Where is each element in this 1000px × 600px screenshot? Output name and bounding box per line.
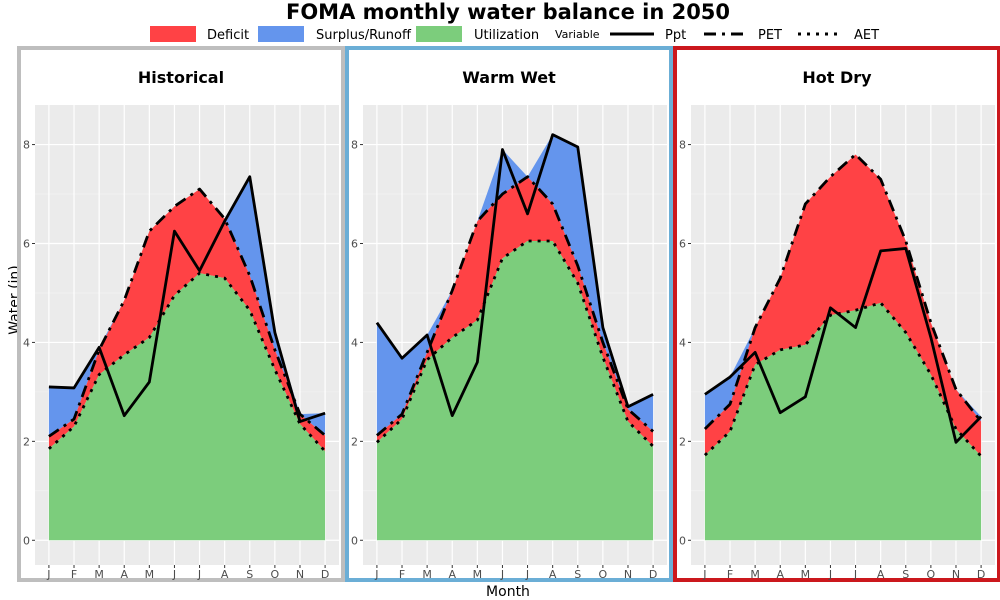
- x-tick-label: M: [94, 568, 104, 581]
- x-tick-label: M: [801, 568, 811, 581]
- x-tick-label: J: [46, 568, 50, 581]
- y-tick-label: 8: [351, 139, 358, 152]
- deficit-area: [704, 154, 982, 457]
- x-tick-label: J: [853, 568, 857, 581]
- panel-title: Historical: [138, 68, 224, 87]
- y-tick-label: 0: [679, 534, 686, 547]
- legend-label-pet: PET: [758, 28, 782, 43]
- x-tick-label: F: [71, 568, 77, 581]
- surplus-area: [376, 134, 654, 436]
- ppt-line: [48, 175, 326, 423]
- x-tick-label: S: [246, 568, 253, 581]
- x-tick-label: J: [500, 568, 504, 581]
- x-tick-label: M: [145, 568, 155, 581]
- x-tick-label: J: [172, 568, 176, 581]
- x-tick-label: A: [120, 568, 128, 581]
- x-tick-label: M: [473, 568, 483, 581]
- x-tick-label: N: [296, 568, 304, 581]
- legend-title-variable: Variable: [555, 28, 600, 41]
- x-tick-label: D: [977, 568, 985, 581]
- y-tick-label: 6: [679, 237, 686, 250]
- x-tick-label: J: [525, 568, 529, 581]
- x-tick-label: D: [321, 568, 329, 581]
- x-tick-label: A: [221, 568, 229, 581]
- y-tick-label: 4: [351, 336, 358, 349]
- surplus-area: [48, 176, 326, 437]
- ppt-line: [375, 133, 654, 418]
- y-tick-label: 2: [23, 435, 30, 448]
- x-tick-label: J: [197, 568, 201, 581]
- y-tick-label: 6: [23, 237, 30, 250]
- x-tick-label: S: [902, 568, 909, 581]
- y-tick-label: 2: [351, 435, 358, 448]
- x-tick-label: N: [624, 568, 632, 581]
- panel-title: Warm Wet: [462, 68, 556, 87]
- x-tick-label: J: [374, 568, 378, 581]
- chart-title: FOMA monthly water balance in 2050: [286, 0, 730, 24]
- y-tick-label: 8: [679, 139, 686, 152]
- x-tick-label: F: [399, 568, 405, 581]
- y-tick-label: 4: [23, 336, 30, 349]
- pet-line: [48, 187, 326, 438]
- deficit-area: [48, 189, 326, 452]
- ppt-line: [704, 247, 983, 444]
- x-tick-label: S: [574, 568, 581, 581]
- y-tick-label: 4: [679, 336, 686, 349]
- x-tick-label: M: [750, 568, 760, 581]
- legend-label-utilization: Utilization: [474, 28, 539, 43]
- utilization-area: [376, 241, 654, 541]
- x-tick-label: D: [649, 568, 657, 581]
- legend-label-ppt: Ppt: [665, 28, 686, 43]
- x-tick-label: A: [877, 568, 885, 581]
- x-tick-label: A: [448, 568, 456, 581]
- legend-label-surplus: Surplus/Runoff: [316, 28, 412, 43]
- x-tick-label: A: [549, 568, 557, 581]
- x-tick-label: F: [727, 568, 733, 581]
- y-tick-label: 2: [679, 435, 686, 448]
- aet-line: [375, 239, 655, 448]
- x-tick-label: O: [927, 568, 936, 581]
- x-tick-label: O: [599, 568, 608, 581]
- panel-title: Hot Dry: [802, 68, 872, 87]
- panel-historical: Historical 0 2 4 6 8 J F M A M J J A S O N D: [17, 46, 345, 582]
- y-tick-label: 8: [23, 139, 30, 152]
- legend-swatch-deficit: [150, 26, 196, 42]
- utilization-area: [704, 302, 982, 541]
- legend: Deficit Surplus/Runoff Utilization Varia…: [150, 26, 879, 43]
- x-tick-label: O: [271, 568, 280, 581]
- x-axis-title: Month: [486, 584, 530, 600]
- x-tick-label: J: [828, 568, 832, 581]
- pet-line: [703, 153, 983, 430]
- deficit-area: [376, 176, 654, 447]
- pet-line: [376, 175, 655, 437]
- panel-warm-wet: Warm Wet 0 2 4 6 8 J F M A M J J A S O N D: [345, 46, 673, 582]
- aet-line: [47, 271, 327, 453]
- x-tick-label: A: [776, 568, 784, 581]
- legend-label-aet: AET: [854, 28, 879, 43]
- y-tick-label: 6: [351, 237, 358, 250]
- legend-swatch-surplus: [258, 26, 304, 42]
- y-tick-label: 0: [23, 534, 30, 547]
- x-tick-label: J: [702, 568, 706, 581]
- panel-hot-dry: Hot Dry 0 2 4 6 8 J F M A M J J A S O N D: [673, 46, 1000, 582]
- legend-label-deficit: Deficit: [207, 28, 249, 43]
- x-tick-label: N: [952, 568, 960, 581]
- utilization-area: [48, 273, 326, 541]
- panels: Historical 0 2 4 6 8 J F M A M J J A S O N D Warm Wet 0 2 4 6 8…: [17, 46, 1000, 582]
- y-tick-label: 0: [351, 534, 358, 547]
- x-tick-label: M: [422, 568, 432, 581]
- legend-swatch-utilization: [416, 26, 462, 42]
